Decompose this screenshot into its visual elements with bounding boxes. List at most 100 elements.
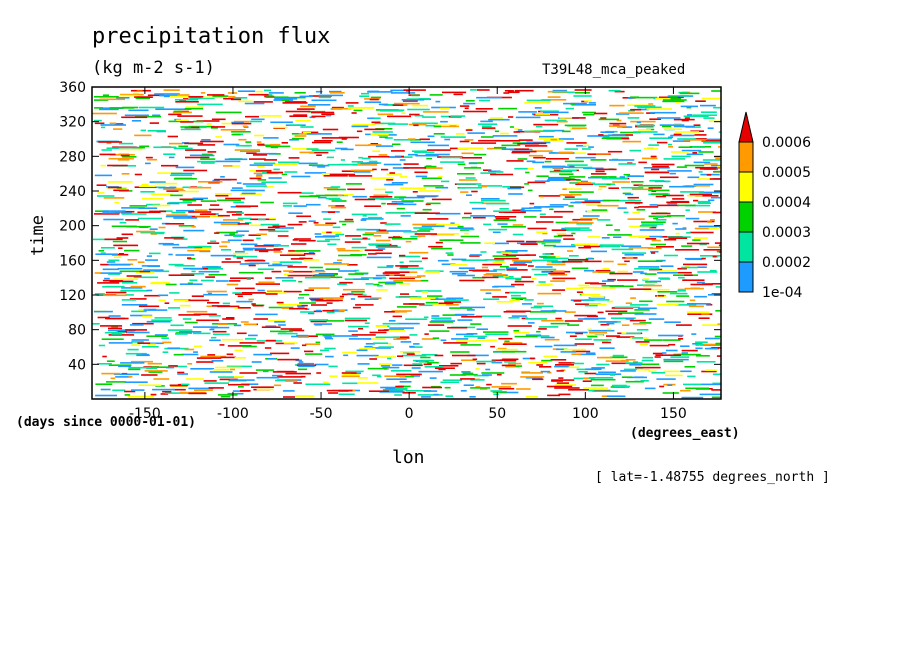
field-streak bbox=[353, 278, 369, 280]
field-streak bbox=[608, 313, 623, 315]
field-streak bbox=[138, 384, 162, 386]
field-streak bbox=[332, 335, 358, 337]
field-streak bbox=[399, 276, 422, 278]
field-streak bbox=[256, 141, 262, 143]
field-streak bbox=[365, 283, 374, 285]
field-streak bbox=[249, 120, 262, 123]
field-streak bbox=[373, 277, 382, 280]
field-streak bbox=[412, 223, 439, 226]
field-streak bbox=[237, 223, 250, 225]
field-streak bbox=[695, 195, 719, 197]
field-streak bbox=[245, 115, 259, 118]
field-streak bbox=[541, 319, 564, 322]
field-streak bbox=[568, 389, 590, 391]
field-streak bbox=[178, 225, 195, 227]
field-streak bbox=[124, 249, 140, 252]
field-streak bbox=[215, 160, 241, 163]
field-streak bbox=[337, 283, 347, 285]
field-streak bbox=[643, 167, 670, 169]
field-streak bbox=[180, 126, 192, 128]
field-streak bbox=[558, 138, 574, 140]
field-streak bbox=[106, 147, 120, 149]
field-streak bbox=[606, 183, 611, 186]
field-streak bbox=[440, 115, 456, 118]
field-streak bbox=[556, 120, 568, 123]
field-streak bbox=[596, 363, 610, 366]
field-streak bbox=[145, 162, 151, 165]
field-streak bbox=[128, 366, 152, 369]
field-streak bbox=[169, 142, 183, 145]
field-streak bbox=[352, 306, 361, 309]
field-streak bbox=[684, 366, 696, 368]
field-streak bbox=[143, 269, 164, 271]
field-streak bbox=[187, 215, 210, 218]
field-streak bbox=[100, 263, 113, 266]
field-streak bbox=[532, 378, 544, 381]
field-streak bbox=[575, 303, 601, 305]
field-streak bbox=[583, 167, 604, 170]
field-streak bbox=[518, 139, 533, 141]
field-streak bbox=[99, 272, 122, 274]
field-streak bbox=[140, 129, 146, 132]
field-streak bbox=[325, 268, 340, 270]
field-streak bbox=[187, 249, 211, 252]
field-streak bbox=[124, 390, 136, 393]
field-streak bbox=[677, 138, 697, 140]
field-streak bbox=[394, 196, 407, 198]
field-streak bbox=[449, 374, 466, 376]
field-streak bbox=[325, 197, 341, 200]
field-streak bbox=[625, 362, 643, 364]
field-streak bbox=[709, 269, 717, 272]
field-streak bbox=[469, 254, 482, 256]
field-streak bbox=[563, 102, 587, 105]
field-streak bbox=[238, 271, 264, 274]
field-streak bbox=[520, 209, 542, 212]
field-streak bbox=[424, 366, 443, 368]
field-streak bbox=[121, 299, 137, 301]
field-streak bbox=[342, 382, 359, 385]
field-streak bbox=[223, 97, 234, 100]
field-streak bbox=[569, 335, 577, 337]
field-streak bbox=[361, 92, 369, 95]
field-streak bbox=[165, 283, 177, 286]
field-streak bbox=[403, 303, 425, 305]
field-streak bbox=[696, 355, 710, 357]
field-streak bbox=[656, 378, 676, 380]
field-streak bbox=[562, 188, 567, 190]
field-streak bbox=[711, 90, 721, 92]
field-streak bbox=[512, 209, 522, 212]
field-streak bbox=[378, 229, 387, 232]
field-streak bbox=[651, 372, 666, 374]
field-streak bbox=[591, 367, 605, 369]
field-streak bbox=[695, 100, 706, 102]
field-streak bbox=[93, 238, 113, 241]
field-streak bbox=[595, 269, 611, 272]
field-streak bbox=[525, 396, 538, 398]
field-streak bbox=[531, 268, 557, 271]
field-streak bbox=[215, 194, 229, 197]
field-streak bbox=[505, 277, 522, 280]
field-streak bbox=[230, 189, 256, 192]
field-streak bbox=[200, 154, 215, 157]
field-streak bbox=[460, 344, 481, 346]
field-streak bbox=[700, 104, 716, 107]
field-streak bbox=[150, 282, 171, 285]
field-streak bbox=[303, 259, 320, 261]
field-streak bbox=[162, 341, 172, 344]
field-streak bbox=[504, 340, 510, 343]
field-streak bbox=[652, 352, 664, 355]
field-streak bbox=[183, 98, 189, 100]
field-streak bbox=[622, 332, 641, 335]
field-streak bbox=[181, 383, 190, 386]
field-streak bbox=[593, 339, 612, 341]
field-streak bbox=[267, 358, 276, 360]
field-streak bbox=[356, 349, 368, 352]
field-streak bbox=[665, 349, 678, 352]
field-streak bbox=[207, 94, 225, 96]
field-streak bbox=[427, 361, 439, 364]
field-streak bbox=[465, 129, 473, 131]
field-streak bbox=[681, 349, 698, 352]
field-streak bbox=[508, 91, 520, 94]
field-streak bbox=[554, 384, 577, 386]
field-streak bbox=[667, 384, 673, 386]
